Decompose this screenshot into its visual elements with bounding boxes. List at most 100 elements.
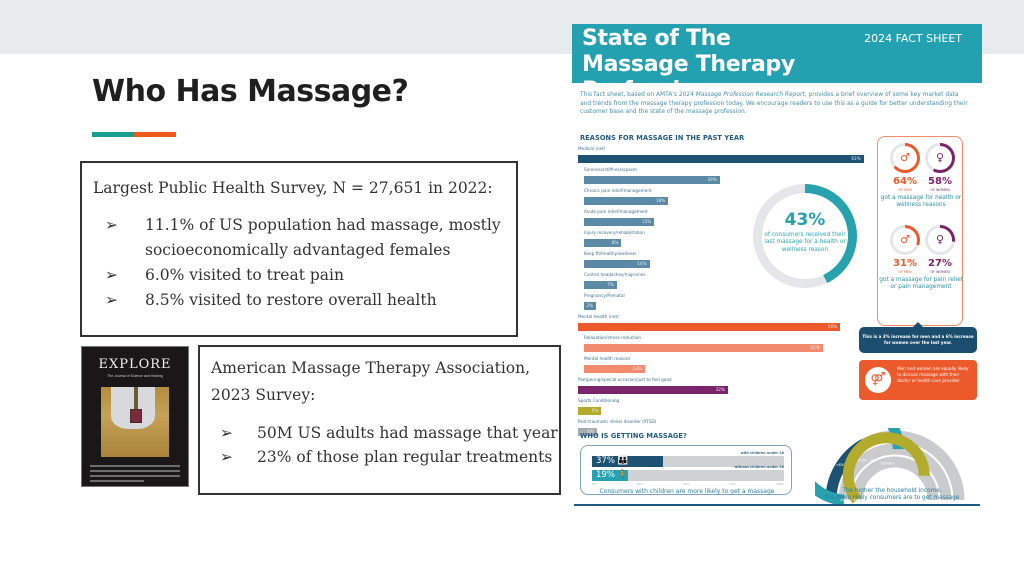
doctor-note-text: Men and women are equally likely to disc… <box>897 366 969 383</box>
reason-bar: 32% <box>578 386 728 394</box>
reason-label: Relaxation/stress reduction <box>584 335 642 340</box>
svg-text:<$50K: <$50K <box>836 463 849 467</box>
reason-value: 32% <box>715 387 725 392</box>
reason-label: Sports Conditioning <box>578 398 620 403</box>
who-section-title: WHO IS GETTING MASSAGE? <box>580 432 687 440</box>
reason-bar-row: 29% <box>584 176 868 188</box>
bullet-text: 6.0% visited to treat pain <box>145 266 344 284</box>
children-bar: 37% 👪 <box>592 456 664 467</box>
reason-value: 5% <box>591 408 599 413</box>
reason-bar: 56% <box>578 323 841 331</box>
fact-sheet-intro: This fact sheet, based on AMTA's 2024 Ma… <box>580 92 968 115</box>
bar-label-row: Pregnancy/Prenatal <box>584 293 868 302</box>
women-percent: 27% <box>928 258 952 269</box>
reasons-section-title: REASONS FOR MASSAGE IN THE PAST YEAR <box>580 134 745 142</box>
survey-bullets: ➢ 11.1% of US population had massage, mos… <box>93 213 516 313</box>
amta-bullets: ➢ 50M US adults had massage that year ➢ 23… <box>211 421 559 469</box>
donut-value: 43% <box>784 210 826 230</box>
reason-label: Pampering/special occasion/just to feel … <box>578 377 672 382</box>
increase-callout: This is a 3% increase for men and a 6% i… <box>859 322 977 353</box>
fact-sheet-rule <box>574 504 980 506</box>
reason-bar-row: 18% <box>584 197 868 209</box>
slide-title: Who Has Massage? <box>92 74 409 109</box>
reason-label: Acute pain relief/management <box>584 209 648 214</box>
reason-value: 56% <box>827 324 838 329</box>
reason-label: Mental Health (net) <box>578 314 619 319</box>
reason-bar: 51% <box>584 344 823 352</box>
reason-value: 15% <box>641 219 652 224</box>
reason-bar-row: 56% <box>578 323 868 335</box>
percent-axis: 0% 25% 50% 75% 100% <box>592 482 784 486</box>
reason-bar-row: 5% <box>578 407 868 419</box>
svg-text:39%: 39% <box>853 498 862 502</box>
men-sublabel: OF MEN <box>898 188 912 192</box>
bar-label-row: Acute pain relief/management <box>584 209 868 218</box>
bar-label-row: Injury recovery/rehabilitation <box>584 230 868 239</box>
bar-label-row: Keep fit/healthy/wellness <box>584 251 868 260</box>
amta-bullet: ➢ 23% of those plan regular treatments <box>211 445 559 469</box>
bar-label-row: Mental Health (net) <box>578 314 868 323</box>
men-ring: ♂ <box>890 143 920 173</box>
woman-icon: ♀ <box>928 146 952 170</box>
reason-value: 7% <box>607 282 614 287</box>
man-icon: ♂ <box>893 146 917 170</box>
axis-tick: 50% <box>683 482 690 486</box>
reason-bar: 18% <box>584 197 669 205</box>
axis-tick: 0% <box>592 482 597 486</box>
reason-bar-row: 51% <box>584 344 868 356</box>
children-label: with children under 18 <box>740 451 784 455</box>
accent-orange <box>134 132 176 137</box>
gender-stats-panel: ♂ 64% OF MEN ♀ 58% OF WOMEN got a massage for … <box>877 136 963 326</box>
public-health-survey-box: Largest Public Health Survey, N = 27,651… <box>80 161 518 337</box>
reason-label: Control headaches/migraines <box>584 272 646 277</box>
reason-bar-row: 7% <box>584 281 868 293</box>
reason-bar: 8% <box>584 239 622 247</box>
arrow-bullet-icon: ➢ <box>105 266 118 284</box>
arrow-bullet-icon: ➢ <box>105 291 118 309</box>
bar-label-row: Mental health reasons <box>584 356 868 365</box>
cover-contents <box>90 465 180 485</box>
amta-bullet: ➢ 50M US adults had massage that year <box>211 421 559 445</box>
reason-value: 61% <box>851 156 861 161</box>
bar-label-row: Control headaches/migraines <box>584 272 868 281</box>
children-label: without children under 18 <box>734 465 784 469</box>
survey-bullet: ➢ 8.5% visited to restore overall health <box>93 288 516 313</box>
reasons-bar-chart: Medical (net) 61% Soreness/stiffness/spasm… <box>578 146 868 440</box>
bar-label-row: Post-traumatic stress disorder (PTSD) <box>578 419 868 428</box>
children-track: 19% 🚶 without children under 18 <box>592 465 784 481</box>
reason-bar: 5% <box>578 407 602 415</box>
reason-bar-row: 13% <box>584 365 868 377</box>
reason-label: Injury recovery/rehabilitation <box>584 230 645 235</box>
reason-value: 29% <box>707 177 717 182</box>
fact-sheet-badge: 2024 FACT SHEET <box>864 32 962 45</box>
man-woman-icon: ⚤ <box>865 367 891 393</box>
gender-caption: got a massage for pain relief or pain ma… <box>879 277 963 291</box>
axis-tick: 100% <box>775 482 784 486</box>
reason-value: 13% <box>632 366 642 371</box>
men-ring: ♂ <box>890 225 920 255</box>
survey-heading: Largest Public Health Survey, N = 27,651… <box>93 179 493 197</box>
reason-value: 14% <box>637 261 647 266</box>
men-percent: 64% <box>893 176 917 187</box>
survey-bullet: ➢ 6.0% visited to treat pain <box>93 263 516 288</box>
axis-tick: 25% <box>636 482 643 486</box>
men-percent: 31% <box>893 258 917 269</box>
reason-value: 8% <box>611 240 619 245</box>
svg-text:$100K+: $100K+ <box>881 461 896 465</box>
health-reason-donut: 43% of consumers received their last mas… <box>753 184 857 288</box>
bullet-text: 11.1% of US population had massage, most… <box>145 216 501 259</box>
reason-label: Keep fit/healthy/wellness <box>584 251 637 256</box>
cover-tagline: The Journal of Science and Healing <box>107 374 163 378</box>
fact-sheet-header: State of The Massage Therapy Profession … <box>572 24 982 103</box>
reason-bar-row: 14% <box>584 260 868 272</box>
reason-bar: 14% <box>584 260 650 268</box>
children-bar: 19% 🚶 <box>592 470 629 481</box>
fact-sheet-image: State of The Massage Therapy Profession … <box>572 24 982 508</box>
women-sublabel: OF WOMEN <box>930 188 950 192</box>
bar-label-row: Pampering/special occasion/just to feel … <box>578 377 868 386</box>
reason-bar: 4% <box>578 428 597 436</box>
svg-text:29%: 29% <box>840 498 849 502</box>
reason-label: Chronic pain relief/management <box>584 188 652 193</box>
reason-bar-row: 15% <box>584 218 868 230</box>
